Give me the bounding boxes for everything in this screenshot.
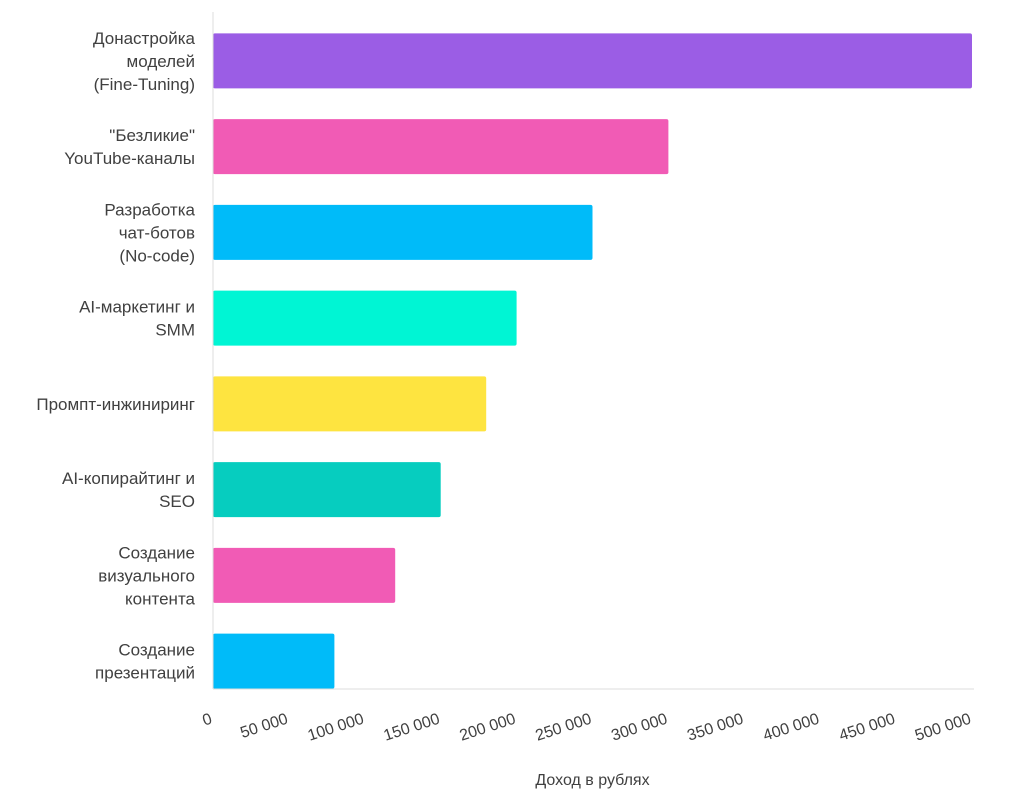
category-labels: Донастройка моделей (Fine-Tuning) "Безликие… [36,29,195,683]
x-tick-label: 350 000 [685,711,745,745]
x-tick-label: 200 000 [458,711,518,745]
x-tick-label: 300 000 [609,711,669,745]
bar [213,462,441,518]
bars-layer [213,33,972,689]
x-tick-label: 0 [201,711,215,730]
bar [213,33,972,89]
bar [213,290,517,346]
bar [213,119,669,175]
category-label: Промпт-инжиниринг [36,395,195,414]
bar [213,633,335,689]
x-tick-label: 400 000 [761,711,821,745]
bar [213,376,487,432]
x-tick-label: 250 000 [533,711,593,745]
category-label: "Безликие" YouTube-каналы [64,126,195,168]
category-label: Разработка чат-ботов (No-code) [104,200,195,265]
bar [213,204,593,260]
category-label: AI-маркетинг и SMM [79,298,195,340]
x-axis-title: Доход в рублях [535,772,649,789]
x-tick-label: 100 000 [306,711,366,745]
x-tick-label: 500 000 [913,711,973,745]
category-label: Создание презентаций [95,641,195,683]
x-tick-label: 150 000 [382,711,442,745]
category-label: Создание визуального контента [98,543,195,608]
category-label: AI-копирайтинг и SEO [62,469,195,511]
x-tick-label: 50 000 [238,711,290,742]
x-tick-label: 450 000 [837,711,897,745]
bar [213,547,396,603]
category-label: Донастройка моделей (Fine-Tuning) [93,29,196,94]
x-tick-labels: 0 50 000 100 000 150 000 200 000 250 000 300 0… [201,711,974,745]
